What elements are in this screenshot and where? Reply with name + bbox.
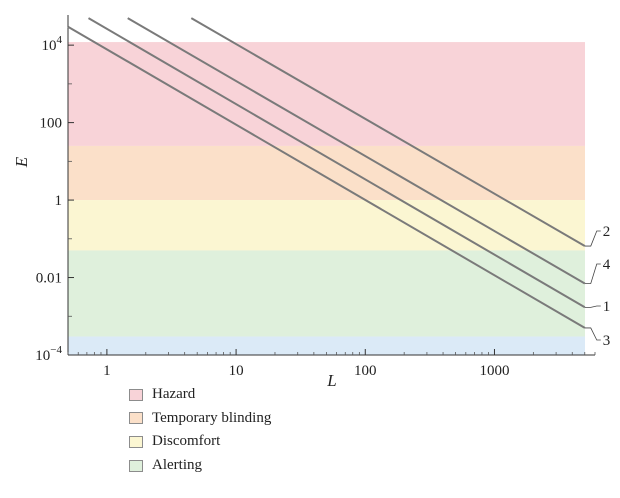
legend-swatch [129,412,143,425]
ticks: 1 10 100 1000 10−4 0.01 1 100 104 [35,34,596,379]
x-tick-label: 10 [229,363,244,379]
y-tick-label: 10−4 [35,344,62,364]
series-callout-leader [584,263,601,284]
legend-label: Hazard [152,386,196,403]
x-tick-label: 100 [354,363,377,379]
band-alerting [68,250,585,337]
axes [67,15,595,356]
background-bands [68,42,585,355]
y-tick-label: 0.01 [36,271,62,287]
legend: Hazard Temporary blinding Discomfort Alerti… [129,383,271,477]
band-hazard [68,42,585,146]
series-line-2 [190,17,586,247]
legend-label: Discomfort [152,433,221,450]
y-axis-label: E [12,156,31,168]
series-line-4 [127,17,586,285]
legend-label: Alerting [152,457,202,474]
series-callout-leader [584,230,601,247]
chart: 1 10 100 1000 10−4 0.01 1 100 104 2 4 1 3 L E [12,15,611,390]
legend-swatch [129,435,143,448]
series-callout-leader [584,327,601,341]
series-line-1 [87,17,586,309]
y-tick-label: 104 [42,34,63,54]
y-tick-label: 100 [40,116,63,132]
legend-item: Hazard [129,383,271,407]
band-unlabeled-4 [68,336,585,355]
series-callout-leader [584,305,601,308]
legend-swatch [129,459,143,472]
series-line-3 [67,25,586,329]
legend-item: Alerting [129,454,271,478]
x-tick-label: 1000 [479,363,509,379]
y-tick-label: 1 [55,193,63,209]
legend-item: Temporary blinding [129,407,271,431]
series-label-3: 3 [603,333,611,349]
series-label-2: 2 [603,224,611,240]
legend-swatch [129,388,143,401]
series-label-4: 4 [603,257,611,273]
x-tick-label: 1 [103,363,111,379]
legend-label: Temporary blinding [152,409,272,426]
band-temporary-blinding [68,145,585,201]
band-discomfort [68,200,585,251]
x-axis-label: L [326,371,336,390]
series-labels: 2 4 1 3 [584,224,611,349]
series-lines [67,17,586,329]
legend-item: Discomfort [129,430,271,454]
series-label-1: 1 [603,299,611,315]
